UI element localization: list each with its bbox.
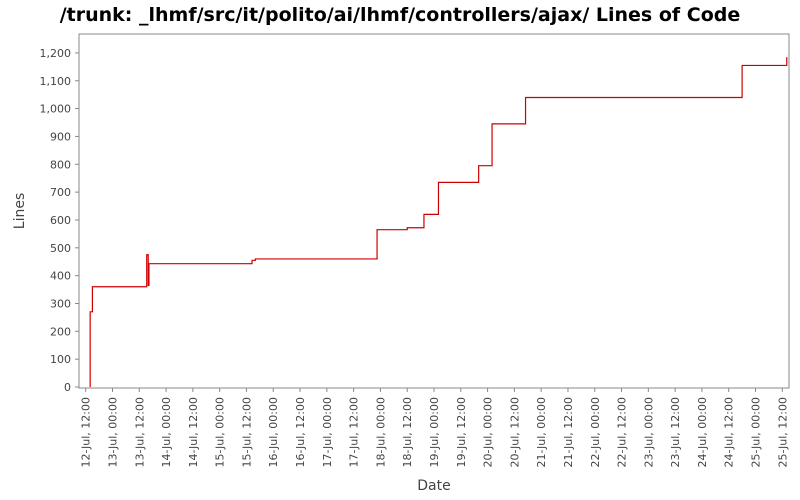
- x-tick-label: 17-Jul, 00:00: [321, 397, 334, 468]
- x-tick-label: 22-Jul, 12:00: [616, 397, 629, 468]
- x-tick-label: 12-Jul, 12:00: [80, 397, 93, 468]
- x-tick-label: 16-Jul, 00:00: [267, 397, 280, 468]
- x-tick-label: 19-Jul, 12:00: [455, 397, 468, 468]
- y-tick-label: 0: [64, 381, 71, 394]
- chart-title: /trunk: _lhmf/src/it/polito/ai/lhmf/cont…: [60, 4, 741, 26]
- x-tick-label: 15-Jul, 00:00: [214, 397, 227, 468]
- x-tick-label: 23-Jul, 12:00: [669, 397, 682, 468]
- y-tick-label: 400: [50, 270, 71, 283]
- x-tick-label: 13-Jul, 00:00: [106, 397, 119, 468]
- x-tick-label: 18-Jul, 12:00: [401, 397, 414, 468]
- x-axis: 12-Jul, 12:00 13-Jul, 00:00 13-Jul, 12:00 1…: [80, 388, 789, 468]
- y-tick-label: 300: [50, 297, 71, 310]
- y-tick-label: 700: [50, 186, 71, 199]
- y-tick-label: 100: [50, 353, 71, 366]
- plot-area: [78, 33, 790, 389]
- y-tick-label: 200: [50, 325, 71, 338]
- y-tick-label: 1,000: [40, 103, 72, 116]
- x-tick-label: 14-Jul, 12:00: [187, 397, 200, 468]
- x-tick-label: 15-Jul, 12:00: [240, 397, 253, 468]
- x-tick-label: 25-Jul, 12:00: [776, 397, 789, 468]
- series-layer: [89, 57, 788, 387]
- x-tick-label: 20-Jul, 00:00: [482, 397, 495, 468]
- y-tick-label: 900: [50, 130, 71, 143]
- x-tick-label: 20-Jul, 12:00: [508, 397, 521, 468]
- y-tick-label: 500: [50, 242, 71, 255]
- series-line: [89, 57, 788, 387]
- x-tick-label: 17-Jul, 12:00: [348, 397, 361, 468]
- x-tick-label: 13-Jul, 12:00: [133, 397, 146, 468]
- x-tick-label: 24-Jul, 12:00: [723, 397, 736, 468]
- x-tick-label: 25-Jul, 00:00: [750, 397, 763, 468]
- y-tick-label: 1,200: [40, 47, 72, 60]
- x-tick-label: 18-Jul, 00:00: [374, 397, 387, 468]
- x-tick-label: 19-Jul, 00:00: [428, 397, 441, 468]
- x-tick-label: 14-Jul, 00:00: [160, 397, 173, 468]
- x-tick-label: 23-Jul, 00:00: [642, 397, 655, 468]
- y-axis-label: Lines: [12, 193, 28, 229]
- y-axis: 0 100 200 300 400 500 600 700 800 900 1,000 1,100 1,…: [40, 47, 79, 394]
- x-tick-label: 21-Jul, 12:00: [562, 397, 575, 468]
- y-tick-label: 600: [50, 214, 71, 227]
- x-tick-label: 16-Jul, 12:00: [294, 397, 307, 468]
- y-tick-label: 800: [50, 158, 71, 171]
- y-tick-label: 1,100: [40, 75, 72, 88]
- x-tick-label: 24-Jul, 00:00: [696, 397, 709, 468]
- x-tick-label: 21-Jul, 00:00: [535, 397, 548, 468]
- x-axis-label: Date: [417, 478, 450, 494]
- x-tick-label: 22-Jul, 00:00: [589, 397, 602, 468]
